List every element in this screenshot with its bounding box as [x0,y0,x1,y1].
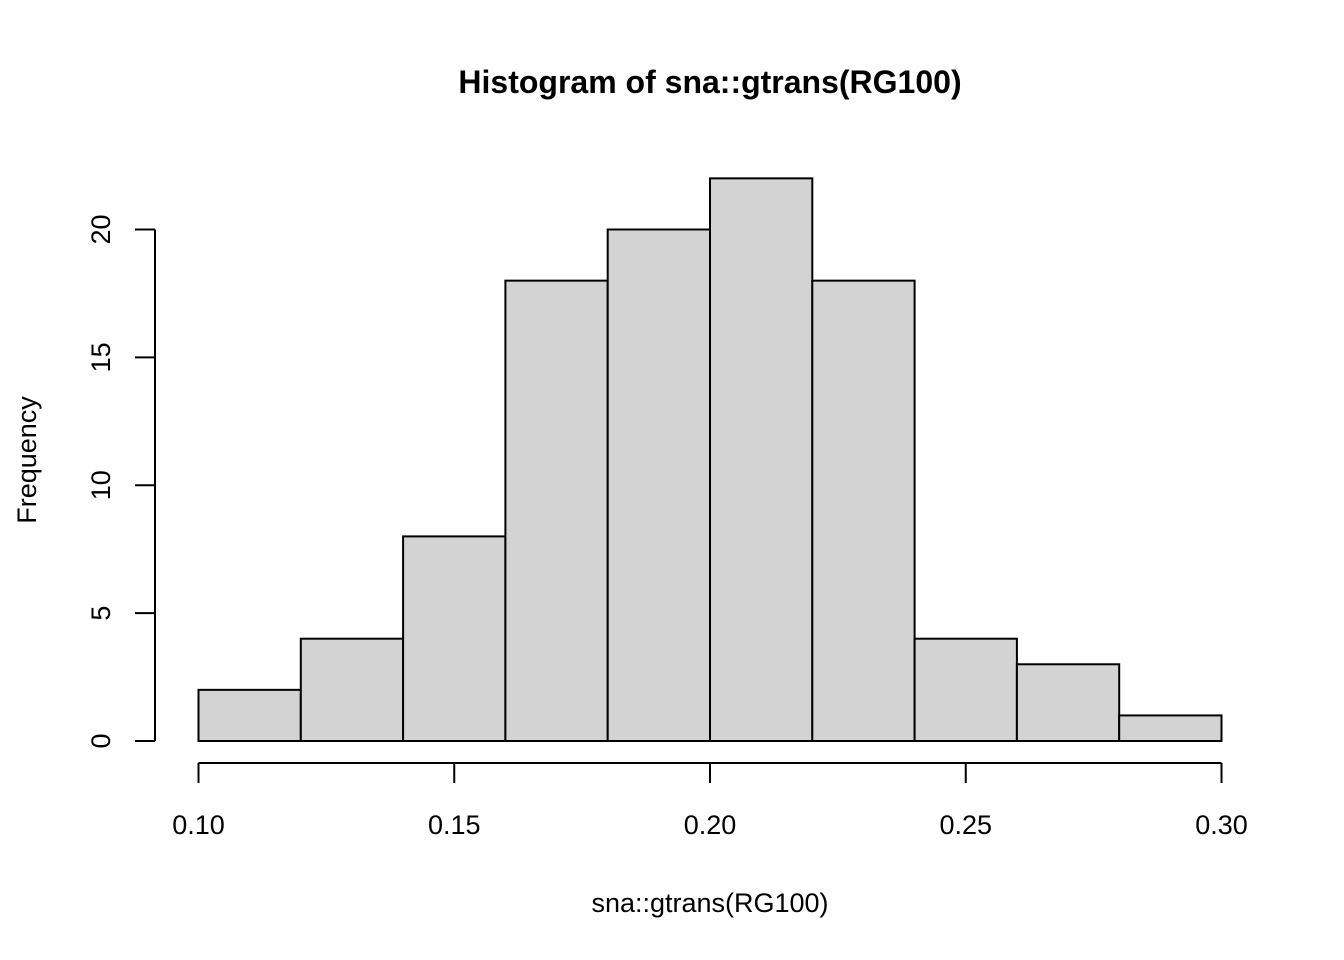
x-axis-label: sna::gtrans(RG100) [591,888,828,918]
histogram-bar [913,637,1018,743]
histogram-bar [1015,663,1121,743]
histogram-bar [1118,714,1223,742]
y-axis: 0 5 10 15 20 [86,214,156,749]
histogram-bar [504,279,609,742]
x-tick-label: 0.30 [1195,810,1248,840]
histogram-bar [299,637,405,743]
x-tick-label: 0.15 [428,810,481,840]
x-axis: 0.10 0.15 0.20 0.25 0.30 [172,762,1248,840]
y-tick-label: 20 [86,214,116,244]
histogram-bar [709,177,814,743]
histogram-bar [606,228,712,742]
x-tick-label: 0.10 [172,810,225,840]
chart-title: Histogram of sna::gtrans(RG100) [458,64,961,100]
y-tick-label: 15 [86,342,116,372]
histogram-bar [197,688,302,742]
x-tick-label: 0.25 [939,810,992,840]
histogram-bar [402,535,507,743]
y-axis-label: Frequency [12,396,42,524]
x-tick-label: 0.20 [684,810,737,840]
histogram-bar [811,279,916,742]
y-tick-label: 10 [86,470,116,500]
y-tick-label: 0 [86,733,116,748]
bars-layer [197,177,1223,743]
y-tick-label: 5 [86,606,116,621]
